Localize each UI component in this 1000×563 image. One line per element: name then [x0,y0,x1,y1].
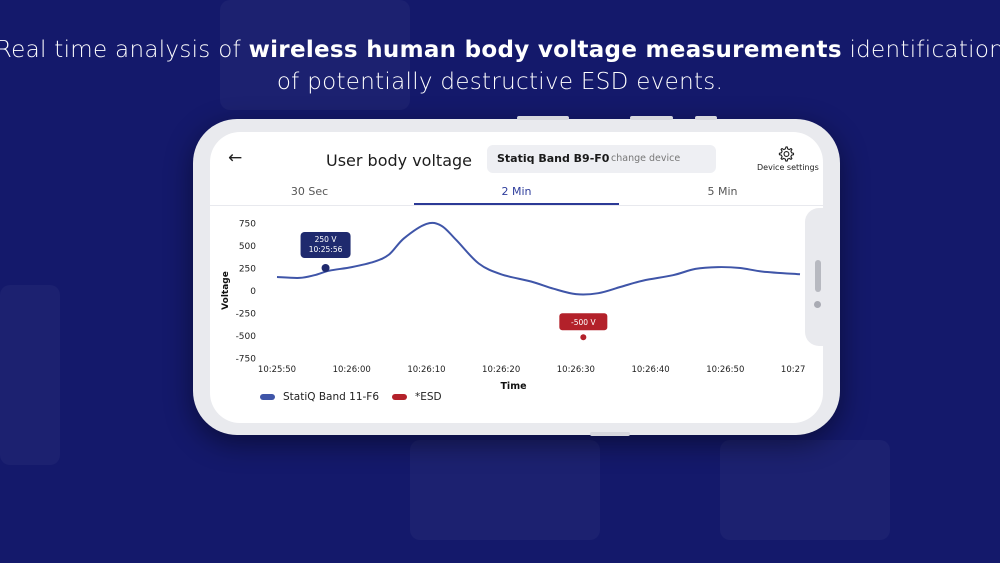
x-tick-label: 10:26:30 [557,365,595,375]
tab-divider [210,205,823,206]
tooltip-time: 10:25:56 [309,245,343,254]
change-device-link[interactable]: change device [611,153,681,164]
tab-30-sec[interactable]: 30 Sec [290,185,329,198]
background-shape [720,440,890,540]
phone-side-button [630,116,673,120]
legend-swatch-series [260,394,275,400]
esd-label-box [559,313,608,331]
phone-side-button [695,116,717,120]
x-tick-label: 10:26:50 [706,365,744,375]
headline: Real time analysis of wireless human bod… [0,34,1000,98]
esd-label: -500 V [571,318,596,327]
background-shape [410,440,600,540]
y-tick-label: -750 [236,355,257,365]
x-tick-label: 10:27:00 [781,365,806,375]
y-tick-label: 750 [239,220,256,230]
device-settings-label[interactable]: Device settings [757,163,819,172]
esd-point [580,334,587,341]
headline-line-2: of potentially destructive ESD events. [276,69,724,95]
y-tick-label: 0 [250,287,256,297]
x-tick-label: 10:26:10 [407,365,445,375]
device-name: Statiq Band B9-F0 [497,152,610,165]
tooltip-value: 250 V [315,235,338,244]
legend-swatch-esd [392,394,407,400]
y-tick-label: -250 [236,310,257,320]
x-axis-label: Time [500,381,526,390]
tab-2-min[interactable]: 2 Min [501,185,532,198]
highlight-point [321,264,330,272]
series-line [276,221,801,296]
x-tick-label: 10:26:20 [482,365,520,375]
device-selector[interactable]: Statiq Band B9-F0 change device [487,145,716,173]
back-button[interactable]: ← [228,148,242,168]
background-shape [0,285,60,465]
y-tick-label: 250 [239,265,256,275]
phone-side-button [517,116,569,120]
notch-speaker [815,260,821,292]
x-tick-label: 10:26:00 [333,365,371,375]
y-axis-label: Voltage [221,271,231,310]
x-tick-label: 10:26:40 [631,365,669,375]
legend-label-esd: *ESD [415,391,442,403]
legend-label-series: StatiQ Band 11-F6 [283,391,380,403]
y-tick-label: 500 [239,242,256,252]
x-tick-label: 10:25:50 [258,365,296,375]
headline-line-1: Real time analysis of wireless human bod… [0,37,1000,63]
page-title: User body voltage [326,151,472,170]
arrow-left-icon: ← [228,148,243,168]
phone-notch [805,208,837,346]
y-tick-label: -500 [236,332,257,342]
active-tab-indicator [414,203,619,205]
tab-5-min[interactable]: 5 Min [707,185,738,198]
gear-icon[interactable] [777,145,795,163]
phone-side-button [590,432,630,436]
notch-camera [814,301,821,308]
tooltip-box [300,232,351,258]
